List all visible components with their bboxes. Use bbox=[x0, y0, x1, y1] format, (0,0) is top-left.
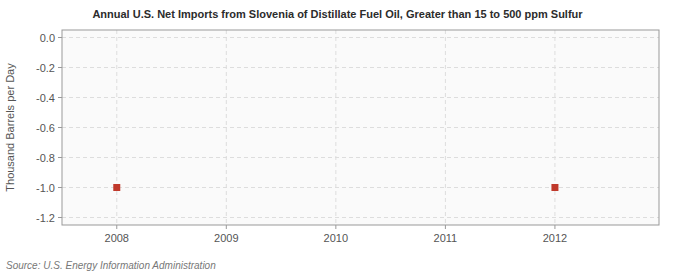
tick-mark bbox=[116, 225, 117, 229]
chart-container: 0.0 -0.2 -0.4 -0.6 -0.8 -1.0 -1.2 2008 2009 2010 2… bbox=[0, 0, 675, 275]
grid-line bbox=[62, 67, 659, 68]
grid-line bbox=[445, 30, 446, 225]
y-tick-label: 0.0 bbox=[40, 32, 55, 44]
grid-line bbox=[62, 37, 659, 38]
tick-mark bbox=[58, 37, 62, 38]
grid-line bbox=[62, 157, 659, 158]
data-points bbox=[113, 184, 558, 191]
tick-mark bbox=[58, 127, 62, 128]
source-note: Source: U.S. Energy Information Administ… bbox=[6, 260, 216, 271]
tick-mark bbox=[58, 217, 62, 218]
y-tick-label: -0.6 bbox=[36, 122, 55, 134]
tick-mark bbox=[58, 67, 62, 68]
data-point bbox=[113, 184, 120, 191]
y-tick-label: -0.8 bbox=[36, 152, 55, 164]
grid-line bbox=[62, 217, 659, 218]
tick-mark bbox=[445, 225, 446, 229]
grid-line bbox=[554, 30, 555, 225]
tick-mark bbox=[554, 225, 555, 229]
grid-line bbox=[116, 30, 117, 225]
y-axis-label: Thousand Barrels per Day bbox=[4, 63, 16, 192]
tick-mark bbox=[335, 225, 336, 229]
tick-mark bbox=[226, 225, 227, 229]
title: Annual U.S. Net Imports from Slovenia of… bbox=[92, 8, 583, 20]
chart: 0.0 -0.2 -0.4 -0.6 -0.8 -1.0 -1.2 2008 2009 2010 2… bbox=[0, 0, 675, 275]
grid-line bbox=[62, 97, 659, 98]
x-tick-label: 2010 bbox=[324, 232, 348, 244]
tick-mark bbox=[58, 157, 62, 158]
x-tick-label: 2011 bbox=[434, 232, 458, 244]
x-tick-label: 2012 bbox=[543, 232, 567, 244]
y-tick-label: -1.0 bbox=[36, 182, 55, 194]
x-tick-label: 2009 bbox=[214, 232, 238, 244]
tick-mark bbox=[58, 97, 62, 98]
y-tick-label: -0.2 bbox=[36, 62, 55, 74]
y-tick-label: -1.2 bbox=[36, 212, 55, 224]
grid-line bbox=[335, 30, 336, 225]
y-tick-label: -0.4 bbox=[36, 92, 55, 104]
page: {"chart_data": {"type": "scatter", "titl… bbox=[0, 0, 675, 275]
tick-mark bbox=[58, 187, 62, 188]
plot-frame bbox=[62, 30, 659, 225]
grid-line bbox=[62, 187, 659, 188]
plot-area bbox=[62, 30, 659, 225]
x-tick-label: 2008 bbox=[105, 232, 129, 244]
grid-line bbox=[226, 30, 227, 225]
grid-line bbox=[62, 127, 659, 128]
grid bbox=[62, 30, 659, 225]
axes: 0.0 -0.2 -0.4 -0.6 -0.8 -1.0 -1.2 2008 2009 2010 2… bbox=[36, 30, 659, 244]
data-point bbox=[551, 184, 558, 191]
